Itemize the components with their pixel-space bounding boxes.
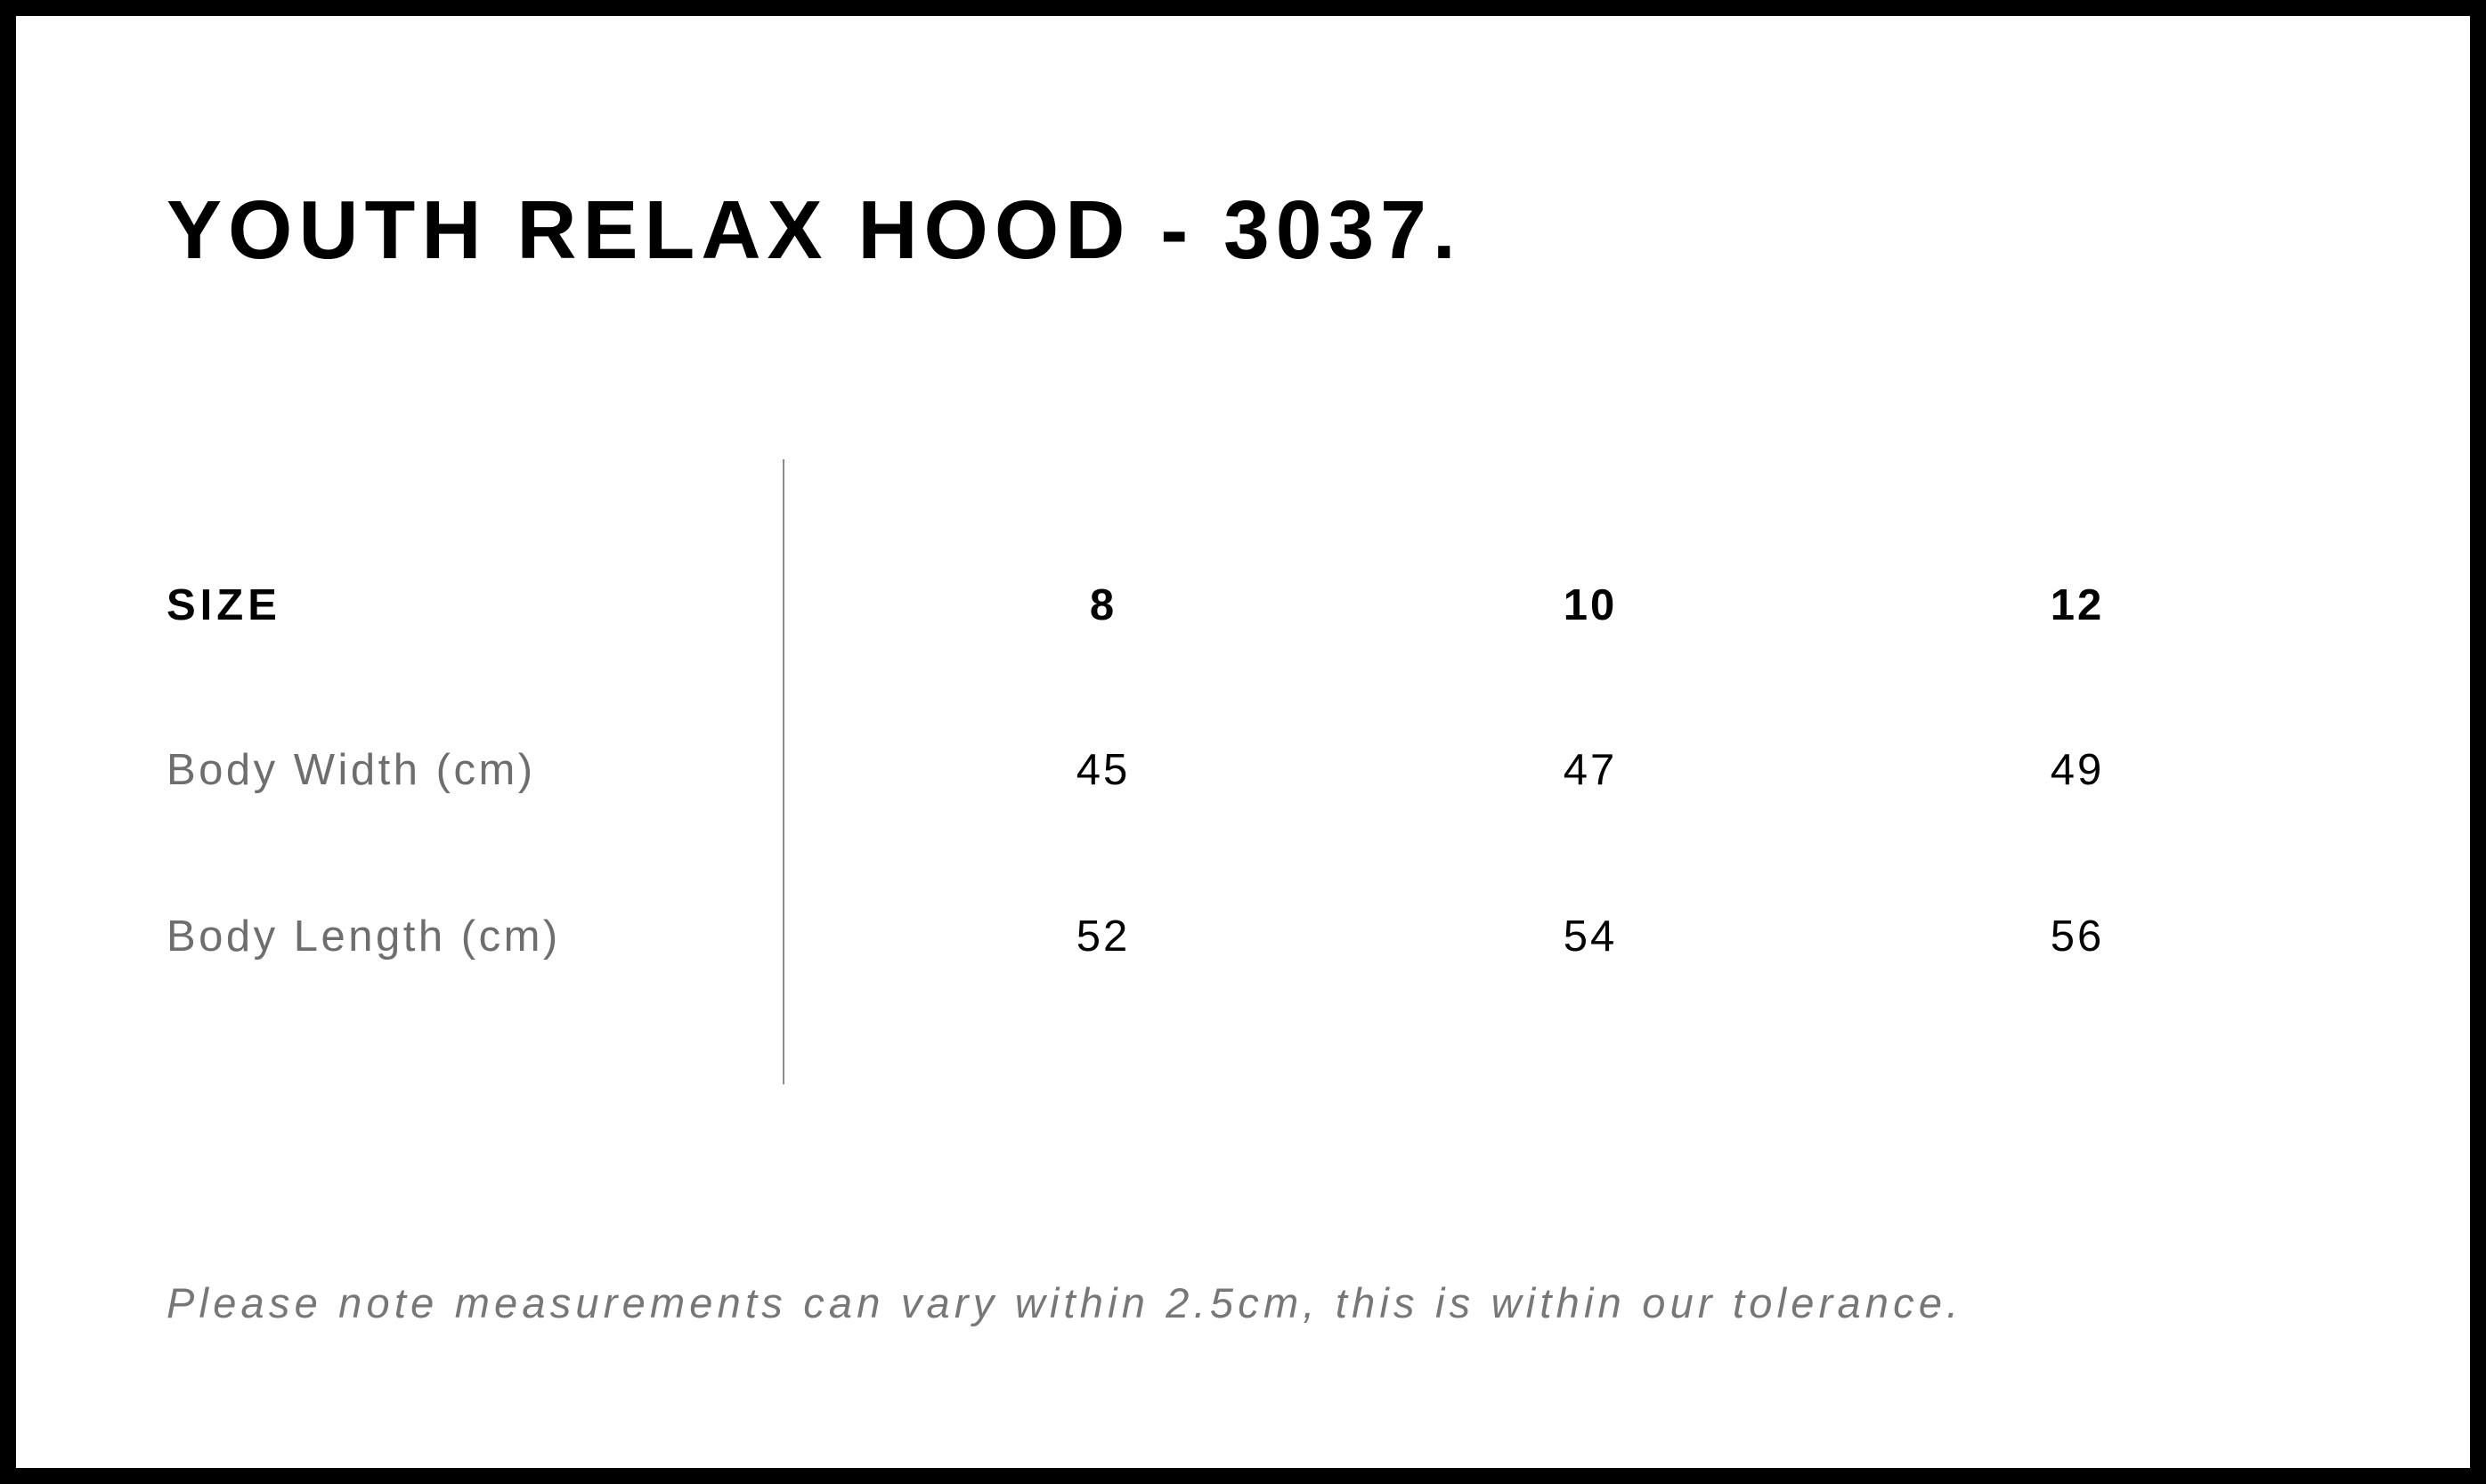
column-divider <box>783 459 784 1084</box>
table-row-body-width: Body Width (cm) 45 47 49 <box>0 743 2486 797</box>
size-header: SIZE <box>167 581 281 629</box>
table-cell: 49 <box>2050 746 2105 794</box>
table-cell: 45 <box>1076 746 1131 794</box>
table-cell: 56 <box>2050 912 2105 961</box>
tolerance-note: Please note measurements can vary within… <box>167 1279 1963 1326</box>
size-12-header: 12 <box>2050 581 2105 629</box>
size-8-header: 8 <box>1089 581 1117 629</box>
table-cell: 54 <box>1563 912 1618 961</box>
page-title: YOUTH RELAX HOOD - 3037. <box>167 183 1462 276</box>
table-cell: 47 <box>1563 746 1618 794</box>
row-label: Body Width (cm) <box>167 746 536 794</box>
table-cell: 52 <box>1076 912 1131 961</box>
size-10-header: 10 <box>1563 581 1618 629</box>
table-row-body-length: Body Length (cm) 52 54 56 <box>0 910 2486 963</box>
table-header-row: SIZE 8 10 12 <box>0 579 2486 632</box>
row-label: Body Length (cm) <box>167 912 561 961</box>
